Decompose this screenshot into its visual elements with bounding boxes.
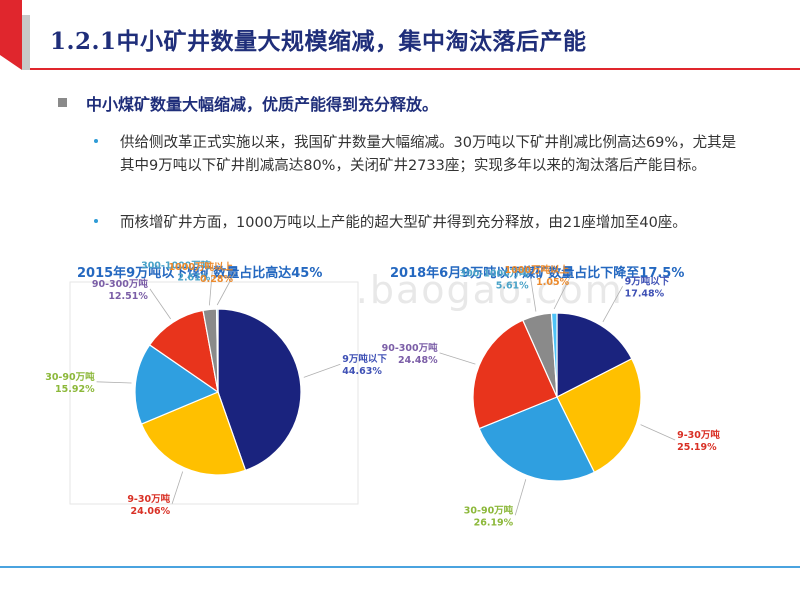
pie1-value-30-90: 15.92% <box>55 384 95 395</box>
pie2-leader-90-300 <box>439 352 476 365</box>
pie2-leader-lt9 <box>602 286 623 323</box>
pie1-label-30-90: 30-90万吨 <box>45 371 95 383</box>
pie1-value-gt1000: 0.28% <box>200 274 233 285</box>
pie1-value-9-30: 24.06% <box>131 506 171 517</box>
pie1-value-90-300: 12.51% <box>108 291 148 302</box>
pie1-label-300-1000: 300-1000万吨 <box>141 260 211 272</box>
pie2-label-9-30: 9-30万吨 <box>677 429 720 441</box>
pie2-slice-9-30 <box>556 357 642 474</box>
pie2-label-gt1000: 1000万吨以上 <box>505 264 570 276</box>
pie2-value-300-1000: 5.61% <box>496 280 529 291</box>
pie1-slice-gt1000 <box>215 308 219 393</box>
pie1-label-90-300: 90-300万吨 <box>92 278 148 290</box>
pie2-leader-30-90 <box>514 479 527 516</box>
pie1-leader-90-300 <box>149 288 172 320</box>
pie2-value-gt1000: 1.05% <box>536 277 569 288</box>
main-point: 中小煤矿数量大幅缩减，优质产能得到充分释放。 <box>86 95 439 114</box>
pie1-value-lt9: 44.63% <box>342 366 382 377</box>
sub-point-2: 而核增矿井方面，1000万吨以上产能的超大型矿井得到充分释放，由21座增加至40… <box>94 212 740 235</box>
pie-2018-title: 2018年6月9万吨以下煤矿数量占比下降至17.5% <box>390 266 685 281</box>
pie2-label-90-300: 90-300万吨 <box>382 342 438 354</box>
pie2-label-30-90: 30-90万吨 <box>464 504 514 516</box>
pie1-label-lt9: 9万吨以下 <box>342 353 387 365</box>
sub-point-text: 而核增矿井方面，1000万吨以上产能的超大型矿井得到充分释放，由21座增加至40… <box>120 215 687 231</box>
pie2-leader-9-30 <box>640 424 676 441</box>
red-corner-accent <box>0 0 22 70</box>
pie2-label-lt9: 9万吨以下 <box>625 275 670 287</box>
pie1-label-9-30: 9-30万吨 <box>127 493 170 505</box>
bullet-dot <box>94 139 98 143</box>
pie1-leader-lt9 <box>303 363 341 378</box>
pie1-slice-30-90 <box>134 344 220 425</box>
title-band <box>22 15 800 70</box>
pie1-label-gt1000: 1000万吨以上 <box>169 261 234 273</box>
pie1-value-300-1000: 2.61% <box>177 273 210 284</box>
pie1-slice-lt9 <box>217 308 302 472</box>
pie2-slice-90-300 <box>472 319 558 430</box>
slide-title: 1.2.1中小矿井数量大规模缩减，集中淘汰落后产能 <box>50 28 587 55</box>
sub-point-1: 供给侧改革正式实施以来，我国矿井数量大幅缩减。30万吨以下矿井削减比例高达69%… <box>94 132 740 178</box>
pie2-value-30-90: 26.19% <box>474 517 514 528</box>
pie1-leader-300-1000 <box>209 270 213 306</box>
pie2-value-lt9: 17.48% <box>625 288 665 299</box>
bullet-dot <box>94 219 98 223</box>
pie2-value-9-30: 25.19% <box>677 442 717 453</box>
pie2-label-300-1000: 300-1000万吨 <box>459 267 529 279</box>
pie1-slice-90-300 <box>148 309 219 394</box>
pie1-leader-gt1000 <box>216 271 236 306</box>
pie1-leader-9-30 <box>171 471 184 504</box>
pie2-slice-lt9 <box>556 312 633 398</box>
pie2-value-90-300: 24.48% <box>398 355 438 366</box>
sub-point-text: 供给侧改革正式实施以来，我国矿井数量大幅缩减。30万吨以下矿井削减比例高达69%… <box>120 135 737 174</box>
pie2-slice-gt1000 <box>550 312 558 398</box>
pie2-leader-gt1000 <box>553 274 572 310</box>
pie2-leader-300-1000 <box>530 278 537 312</box>
pie1-slice-9-30 <box>140 391 247 476</box>
pie1-leader-30-90 <box>96 381 132 384</box>
pie2-slice-30-90 <box>478 396 596 482</box>
pie-2015-title: 2015年9万吨以下煤矿数量占比高达45% <box>77 266 323 281</box>
main-bullet-square <box>58 98 67 107</box>
bottom-divider <box>0 566 800 568</box>
